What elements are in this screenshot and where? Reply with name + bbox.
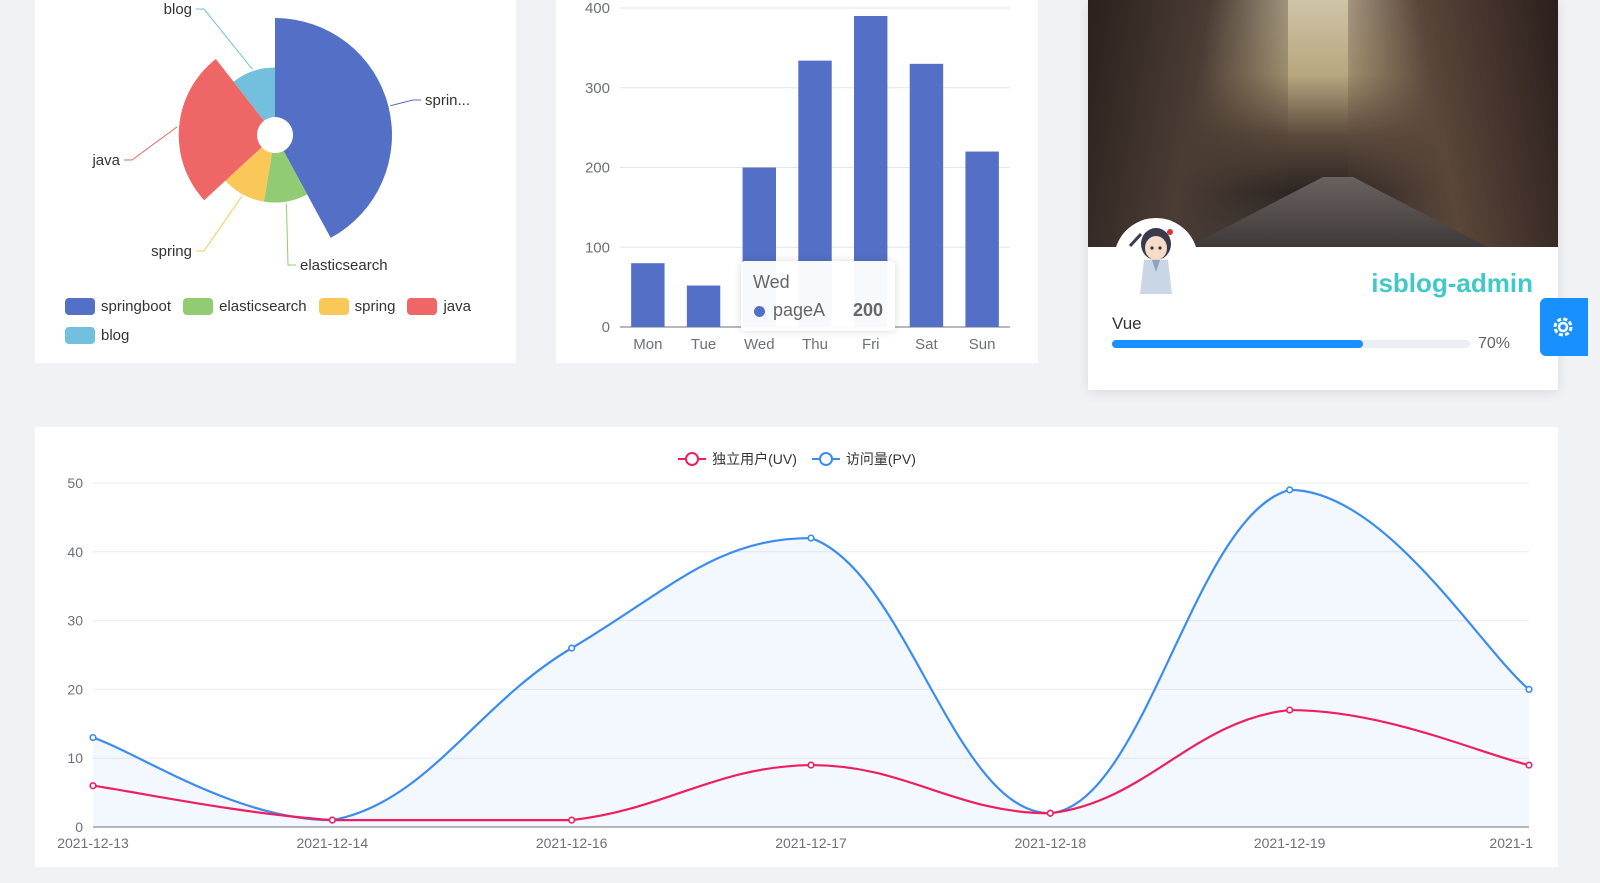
skill-progress-text: 70% <box>1478 335 1511 352</box>
bar-Mon[interactable] <box>631 263 665 327</box>
line-legend-label: 独立用户(UV) <box>712 451 797 467</box>
legend-label: blog <box>101 327 130 344</box>
line-x-tick: 2021-12-17 <box>775 835 847 851</box>
skill-label: Vue <box>1112 314 1142 333</box>
line-x-tick: 2021-12-16 <box>536 835 608 851</box>
bar-Tue[interactable] <box>686 285 721 327</box>
pv-point[interactable] <box>89 733 97 742</box>
tooltip-series-dot <box>754 306 765 317</box>
cover-image <box>1088 0 1558 247</box>
uv-point[interactable] <box>328 816 336 824</box>
gear-icon <box>1553 317 1573 337</box>
line-y-tick: 50 <box>67 475 83 491</box>
uv-point[interactable] <box>1286 706 1294 714</box>
line-legend: 独立用户(UV) 访问量(PV) <box>35 449 1558 469</box>
bar-x-tick: Tue <box>691 336 716 353</box>
bar-x-tick: Fri <box>862 336 880 353</box>
legend-label: spring <box>354 298 396 315</box>
settings-button[interactable] <box>1540 298 1588 356</box>
pv-point[interactable] <box>807 534 815 542</box>
uv-point[interactable] <box>89 782 97 790</box>
pie-chart-card: sprin... elasticsearch spring java blog spri… <box>35 0 516 363</box>
skill-progress-fill <box>1112 340 1363 348</box>
legend-label: java <box>443 298 471 315</box>
line-x-tick: 2021-12-14 <box>297 835 369 851</box>
pv-area <box>93 489 1529 827</box>
bar-y-tick: 300 <box>585 80 610 97</box>
legend-swatch <box>407 298 438 315</box>
line-x-tick: 2021-12-13 <box>57 835 129 851</box>
uv-point[interactable] <box>807 761 815 769</box>
bar-tooltip: Wed pageA 200 <box>741 261 895 331</box>
legend-label: elasticsearch <box>219 298 307 315</box>
line-y-tick: 30 <box>67 613 83 629</box>
bar-Sat[interactable] <box>909 63 944 327</box>
anime-avatar-icon[interactable] <box>1114 218 1198 302</box>
legend-swatch <box>65 327 95 344</box>
bar-y-tick: 200 <box>585 160 610 177</box>
tooltip-series-name: pageA <box>773 300 826 320</box>
legend-swatch <box>183 298 214 315</box>
line-x-tick: 2021-1 <box>1489 835 1533 851</box>
pie-label: blog <box>164 1 192 18</box>
legend-line-icon <box>678 452 707 466</box>
pv-point[interactable] <box>1525 685 1533 694</box>
tooltip-value: 200 <box>852 300 883 320</box>
uv-point[interactable] <box>568 816 576 824</box>
tooltip-title: Wed <box>753 272 790 292</box>
pv-point[interactable] <box>568 644 576 652</box>
pie-label-line <box>124 126 178 161</box>
line-chart: 0 10 20 30 40 50 2021-12-13 2021-12-14 2021-12-1… <box>57 475 1533 851</box>
bar-x-tick: Mon <box>633 336 662 353</box>
line-x-tick: 2021-12-18 <box>1015 835 1087 851</box>
line-y-tick: 10 <box>67 750 83 766</box>
pie-label-line <box>196 195 243 252</box>
legend-item-spring[interactable]: spring <box>318 297 396 316</box>
line-y-tick: 40 <box>67 544 83 560</box>
bar-y-tick: 400 <box>585 0 610 17</box>
pie-label-line <box>196 8 253 70</box>
pie-legend: springboot elasticsearch spring java blog <box>65 297 505 355</box>
pv-point[interactable] <box>1286 486 1294 494</box>
legend-item-springboot[interactable]: springboot <box>65 297 171 316</box>
pie-label: elasticsearch <box>300 257 388 274</box>
legend-swatch <box>65 298 95 315</box>
line-legend-label: 访问量(PV) <box>845 451 916 467</box>
legend-swatch <box>318 298 349 315</box>
line-legend-item[interactable]: 访问量(PV) <box>811 449 916 469</box>
pie-label-line <box>285 203 296 266</box>
line-x-tick: 2021-12-19 <box>1254 835 1326 851</box>
profile-card: isblog-admin Vue 70% <box>1088 0 1558 390</box>
site-name: isblog-admin <box>1371 268 1533 298</box>
legend-item-elasticsearch[interactable]: elasticsearch <box>183 297 307 316</box>
line-legend-item[interactable]: 独立用户(UV) <box>677 449 797 469</box>
legend-label: springboot <box>101 298 172 315</box>
bar-x-tick: Thu <box>802 336 828 353</box>
bar-x-tick: Sat <box>915 336 938 353</box>
rose-pie-chart: sprin... elasticsearch spring java blog <box>91 1 470 274</box>
line-y-tick: 20 <box>67 681 83 697</box>
uv-point[interactable] <box>1046 809 1054 817</box>
skill-progress-bar <box>1112 340 1470 348</box>
bar-Sun[interactable] <box>965 151 999 327</box>
pie-slice-springboot[interactable] <box>275 18 393 238</box>
legend-line-icon <box>811 452 840 466</box>
pie-slice-elasticsearch[interactable] <box>263 150 308 203</box>
bar-y-tick: 0 <box>602 319 610 336</box>
line-y-tick: 0 <box>75 819 83 835</box>
pie-label: java <box>91 152 120 169</box>
pie-slice-blog[interactable] <box>233 67 275 121</box>
pie-slice-java[interactable] <box>178 59 264 201</box>
uv-point[interactable] <box>1525 761 1533 769</box>
pie-label-line <box>390 99 421 107</box>
legend-item-java[interactable]: java <box>407 297 471 316</box>
pie-label: sprin... <box>425 92 470 109</box>
legend-item-blog[interactable]: blog <box>65 326 129 345</box>
line-chart-card: 独立用户(UV) 访问量(PV) 0 10 20 30 40 50 2021-12-13 202… <box>35 427 1558 867</box>
bar-y-tick: 100 <box>585 239 610 256</box>
pie-label: spring <box>151 243 192 260</box>
bar-x-tick: Wed <box>744 336 775 353</box>
bar-x-tick: Sun <box>969 336 996 353</box>
pie-slice-spring[interactable] <box>225 147 273 202</box>
